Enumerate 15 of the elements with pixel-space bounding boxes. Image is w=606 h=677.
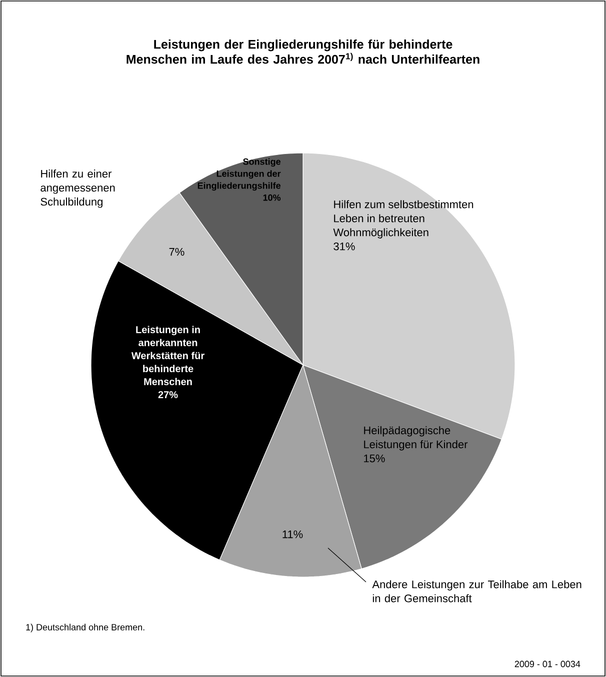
slice-label: Hilfen zum selbstbestimmten Leben in betreuten Wohnmöglichkeiten [333,200,474,238]
slice-label: Leistungen in anerkannten Werkstätten für behinderte Menschen [131,326,204,386]
data-label: 11% [282,530,303,538]
data-label: 7% [169,248,184,256]
slice-label: Heilpädagogische Leistungen für Kinder [364,426,468,450]
slice-label: Sonstige Leistungen der Eingliederungshilfe [198,158,281,191]
text: 1) Deutschland ohne Bremen. [26,624,144,632]
data-label: 27% [158,391,178,398]
data-label: 10% [263,194,281,201]
slice-label: Andere Leistungen zur Teilhabe am Leben in der Gemeinschaft [372,580,582,602]
chart-title: Leistungen der Eingliederungshilfe für behinderte Menschen im Laufe des Jahres 2007$^{1)}$ nach Unterhilfearten [126,40,480,64]
data-label: 15% [364,454,385,462]
slice-label: Hilfen zu einer angemessenen Schulbildung [40,170,115,208]
data-label: 31% [334,242,355,250]
text: 2009 - 01 - 0034 [514,660,580,668]
